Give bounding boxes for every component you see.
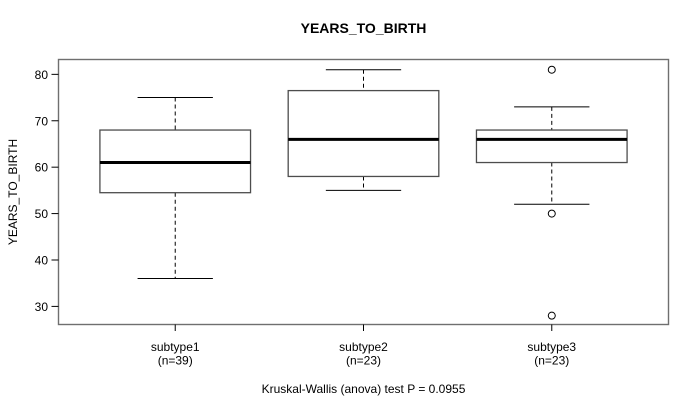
y-axis-label: YEARS_TO_BIRTH bbox=[6, 139, 20, 245]
box-group-subtype2 bbox=[287, 69, 440, 191]
y-tick-label: 60 bbox=[35, 161, 49, 175]
y-tick-label: 80 bbox=[35, 68, 49, 82]
x-axis: subtype1(n=39)subtype2(n=23)subtype3(n=2… bbox=[151, 324, 576, 368]
box-groups bbox=[99, 65, 628, 320]
caption: Kruskal-Wallis (anova) test P = 0.0955 bbox=[262, 382, 466, 396]
box-group-subtype3 bbox=[475, 65, 628, 320]
y-tick-label: 30 bbox=[35, 300, 49, 314]
outlier-point bbox=[547, 311, 556, 320]
y-tick-label: 40 bbox=[35, 253, 49, 267]
x-tick-count: (n=23) bbox=[534, 354, 569, 368]
outlier-point bbox=[547, 65, 556, 74]
x-tick-label: subtype1 bbox=[151, 340, 200, 354]
x-tick-label: subtype3 bbox=[527, 340, 576, 354]
iqr-box bbox=[475, 129, 628, 164]
y-axis: 30 40 50 60 70 80 bbox=[35, 68, 59, 314]
chart-title: YEARS_TO_BIRTH bbox=[301, 20, 427, 36]
x-tick-label: subtype2 bbox=[339, 340, 388, 354]
y-tick-label: 50 bbox=[35, 207, 49, 221]
x-tick-count: (n=39) bbox=[158, 354, 193, 368]
y-tick-label: 70 bbox=[35, 114, 49, 128]
iqr-box bbox=[287, 89, 440, 178]
outlier-point bbox=[547, 209, 556, 218]
x-tick-count: (n=23) bbox=[346, 354, 381, 368]
box-group-subtype1 bbox=[99, 97, 252, 280]
